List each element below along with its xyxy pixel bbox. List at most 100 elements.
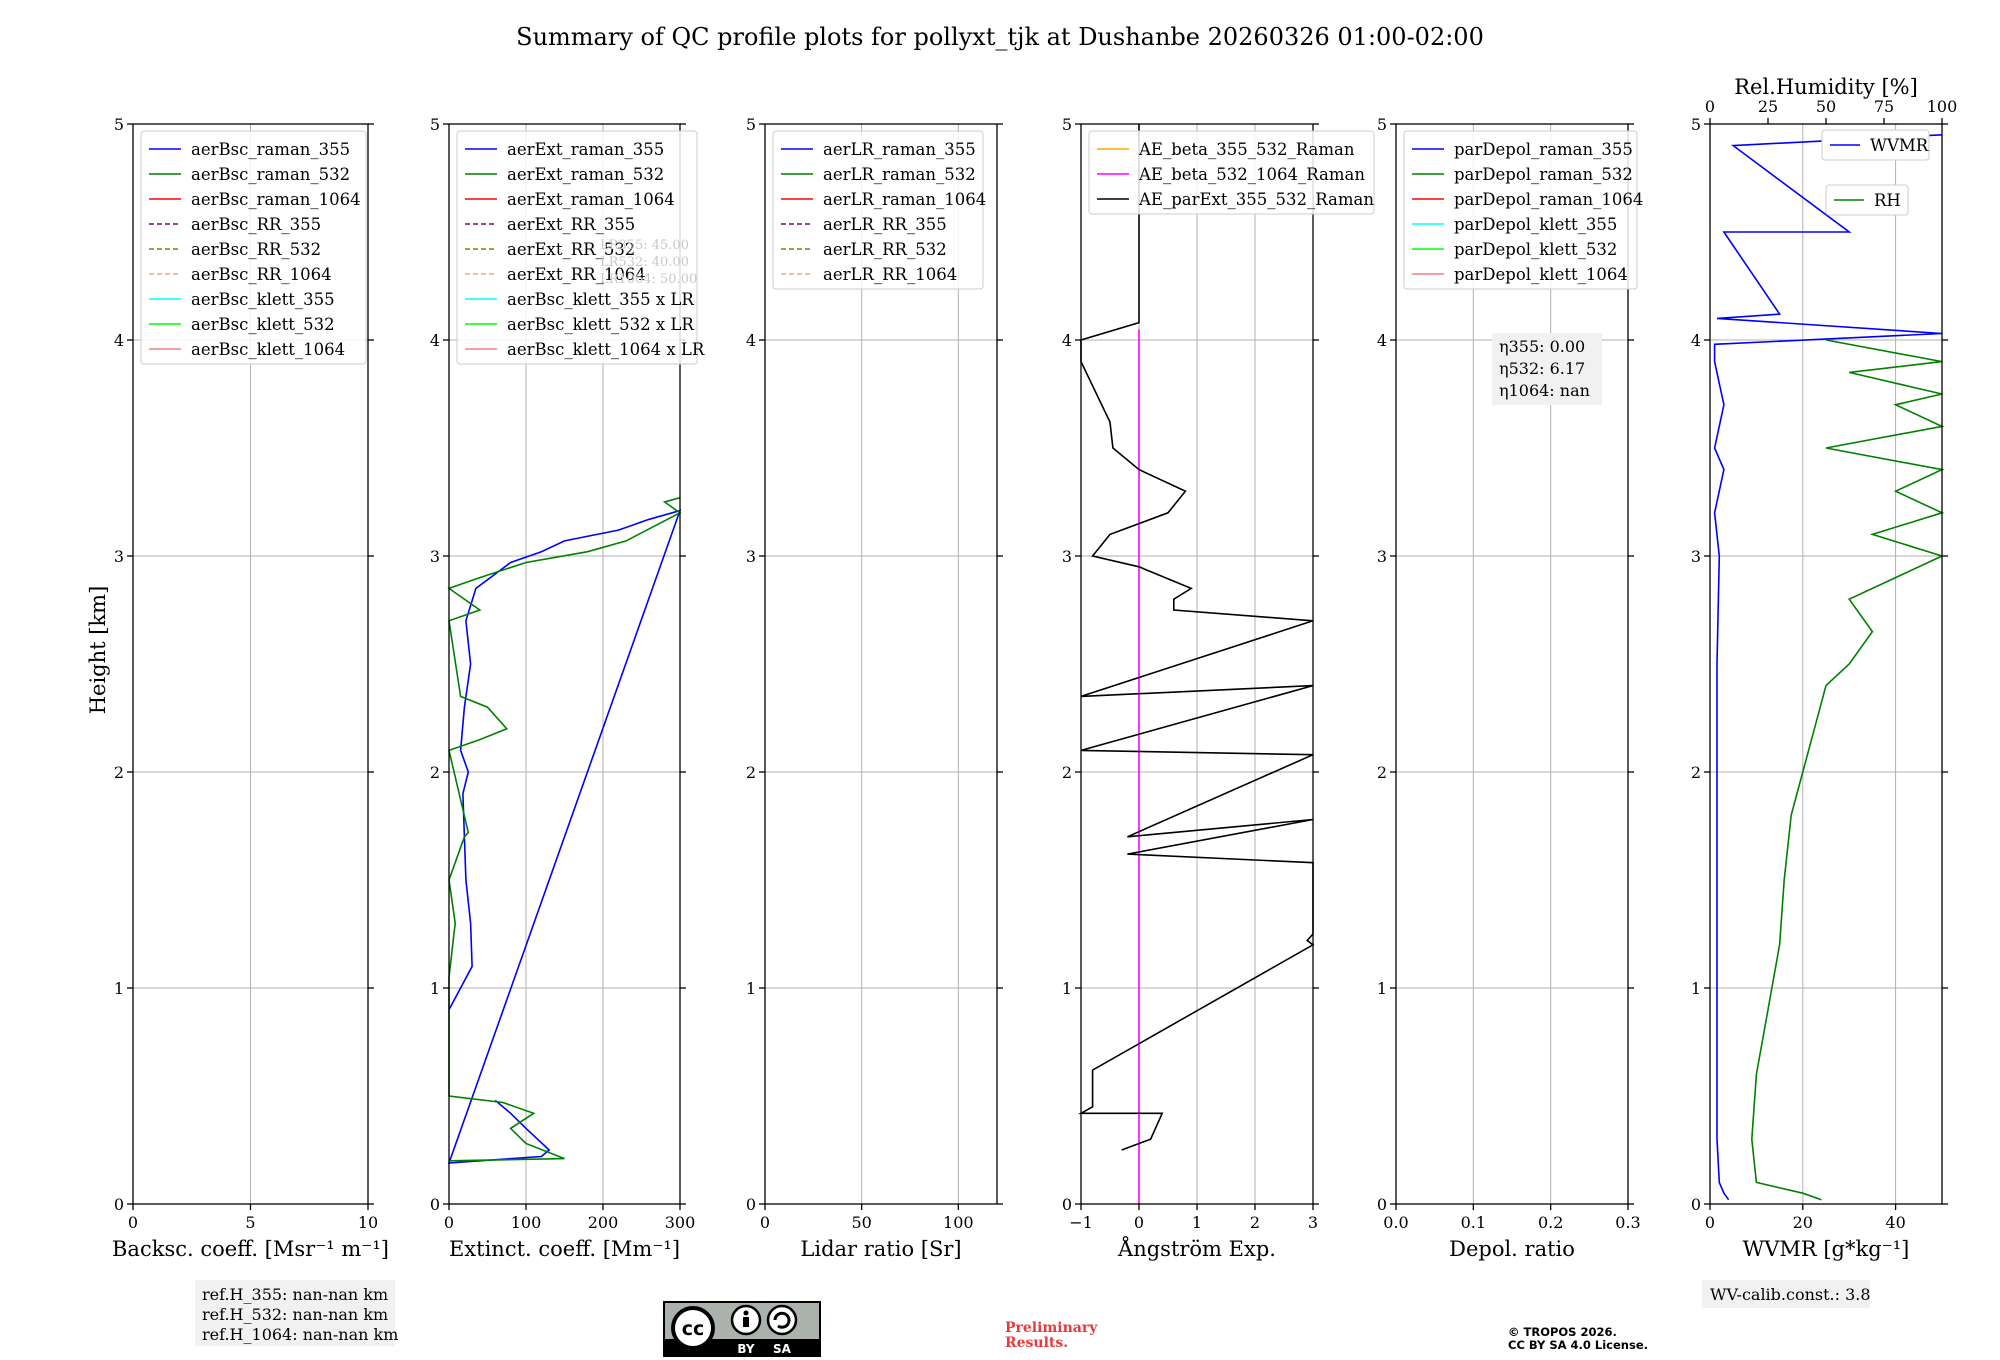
x-tick-label: 100 [511,1213,542,1232]
x-tick-label: 0 [760,1213,770,1232]
series-line-aerExt_raman_532 [447,496,682,1162]
preliminary-label-2: Results. [1005,1335,1068,1351]
x-tick-label: 0.2 [1538,1213,1563,1232]
x-axis-label: Lidar ratio [Sr] [800,1237,961,1261]
x-axis-label: Ångström Exp. [1117,1236,1276,1261]
y-tick-label: 5 [1377,115,1387,134]
x-tick-label: 0 [1134,1213,1144,1232]
ref-height-box-bg [195,1280,395,1346]
sa-icon-arrow [773,1311,791,1329]
x-axis-label: Backsc. coeff. [Msr⁻¹ m⁻¹] [112,1237,389,1261]
preliminary-label-1: Preliminary [1005,1320,1098,1336]
y-tick-label: 0 [1691,1195,1701,1214]
axes-frame [764,123,998,1205]
legend-label: parDepol_raman_355 [1454,140,1633,159]
top-x-tick-label: 75 [1874,97,1894,116]
legend-label: aerLR_raman_532 [823,165,976,184]
y-tick-label: 1 [114,979,124,998]
legend-label: parDepol_raman_532 [1454,165,1633,184]
x-axis-label: Depol. ratio [1449,1237,1575,1261]
legend-label: aerLR_RR_532 [823,240,947,259]
legend-label: aerBsc_klett_532 [191,315,335,334]
x-tick-label: 2 [1250,1213,1260,1232]
cc-icon-glyph: cc [682,1318,705,1340]
y-tick-label: 5 [746,115,756,134]
legend-label: parDepol_klett_1064 [1454,265,1628,284]
x-tick-label: 0.1 [1461,1213,1486,1232]
y-tick-label: 1 [746,979,756,998]
legend-label: parDepol_klett_355 [1454,215,1617,234]
series-line-RH [1750,339,1945,1201]
legend-label: AE_parExt_355_532_Raman [1138,190,1374,209]
legend: parDepol_raman_355 parDepol_raman_532 parD… [1403,130,1643,290]
y-tick-label: 2 [746,763,756,782]
legend-label: aerExt_RR_355 [507,215,635,234]
top-axis-label: Rel.Humidity [%] [1734,75,1918,99]
top-x-tick-label: 100 [1927,97,1958,116]
cc-by-label: BY [737,1342,754,1356]
x-tick-label: 5 [245,1213,255,1232]
x-tick-label: 3 [1308,1213,1318,1232]
legend-label: aerExt_RR_1064 [507,265,646,284]
eta-annotation: η532: 6.17 [1499,359,1585,378]
by-person-body [743,1317,749,1327]
legend-label: aerExt_raman_355 [507,140,664,159]
legend-box [1825,184,1909,216]
cc-license-badge: cc BY SA [663,1301,821,1357]
legend-label: aerBsc_raman_355 [191,140,350,159]
y-tick-label: 3 [1377,547,1387,566]
legend: WVMR RH [1821,129,1930,216]
y-tick-label: 0 [1062,1195,1072,1214]
series-line-WVMR [1713,134,1943,1201]
y-tick-label: 0 [1377,1195,1387,1214]
legend-label: aerExt_raman_532 [507,165,664,184]
y-tick-label: 5 [114,115,124,134]
copyright-line-2: CC BY SA 4.0 License. [1508,1338,1648,1352]
y-tick-label: 3 [430,547,440,566]
legend-label: RH [1874,191,1901,210]
legend-label: aerExt_raman_1064 [507,190,675,209]
top-x-tick-label: 0 [1705,97,1715,116]
legend-label: aerBsc_klett_532 x LR [507,315,694,334]
legend-label: aerBsc_RR_532 [191,240,321,259]
ref-height-355: ref.H_355: nan-nan km [202,1285,388,1304]
legend-label: aerLR_RR_355 [823,215,947,234]
y-tick-label: 5 [1691,115,1701,134]
y-tick-label: 4 [1062,331,1072,350]
y-tick-label: 2 [114,763,124,782]
subplot-bsc: 0 5 10 0 1 2 3 4 5 Backsc. coeff. [Msr⁻¹ m⁻¹] aerB… [112,115,389,1261]
y-tick-label: 1 [1062,979,1072,998]
ref-height-532: ref.H_532: nan-nan km [202,1305,388,1324]
y-tick-label: 3 [746,547,756,566]
y-tick-label: 3 [1691,547,1701,566]
subplot-wv: 0 20 40 0 1 2 3 4 5 WVMR [g*kg⁻¹] 0 25 50 75 100 Rel.Hu… [1691,75,1957,1261]
x-axis-label: WVMR [g*kg⁻¹] [1743,1237,1910,1261]
x-tick-label: 100 [943,1213,974,1232]
lidar-ratio-annotation: LR532: 40.00 [600,255,689,270]
legend-box [1088,130,1375,215]
x-tick-label: 0.0 [1383,1213,1408,1232]
cc-icon [671,1306,715,1350]
x-tick-label: 0 [444,1213,454,1232]
legend-label: aerBsc_RR_355 [191,215,321,234]
y-axis-label: Height [km] [86,586,110,715]
ref-height-box: ref.H_355: nan-nan km ref.H_532: nan-nan… [195,1280,398,1346]
y-tick-label: 2 [1377,763,1387,782]
legend-box [772,130,984,290]
x-axis-label: Extinct. coeff. [Mm⁻¹] [449,1237,680,1261]
y-tick-label: 4 [746,331,756,350]
legend-label: aerBsc_raman_532 [191,165,350,184]
legend-label: aerBsc_klett_1064 [191,340,345,359]
x-tick-label: 0 [1705,1213,1715,1232]
y-tick-label: 0 [430,1195,440,1214]
eta-annotation: η355: 0.00 [1499,337,1585,356]
y-tick-label: 2 [430,763,440,782]
legend: aerExt_raman_355 aerExt_raman_532 aerExt_r… [456,130,705,365]
wv-calib-const: WV-calib.const.: 3.8 [1710,1285,1871,1304]
x-tick-label: 0 [128,1213,138,1232]
subplot-ext: 0 100 200 300 0 1 2 3 4 5 Extinct. coeff. [Mm⁻¹] ae… [430,115,705,1261]
series-line-aerExt_raman_355 [447,509,682,1164]
x-tick-label: 200 [588,1213,619,1232]
legend-box [456,130,698,365]
